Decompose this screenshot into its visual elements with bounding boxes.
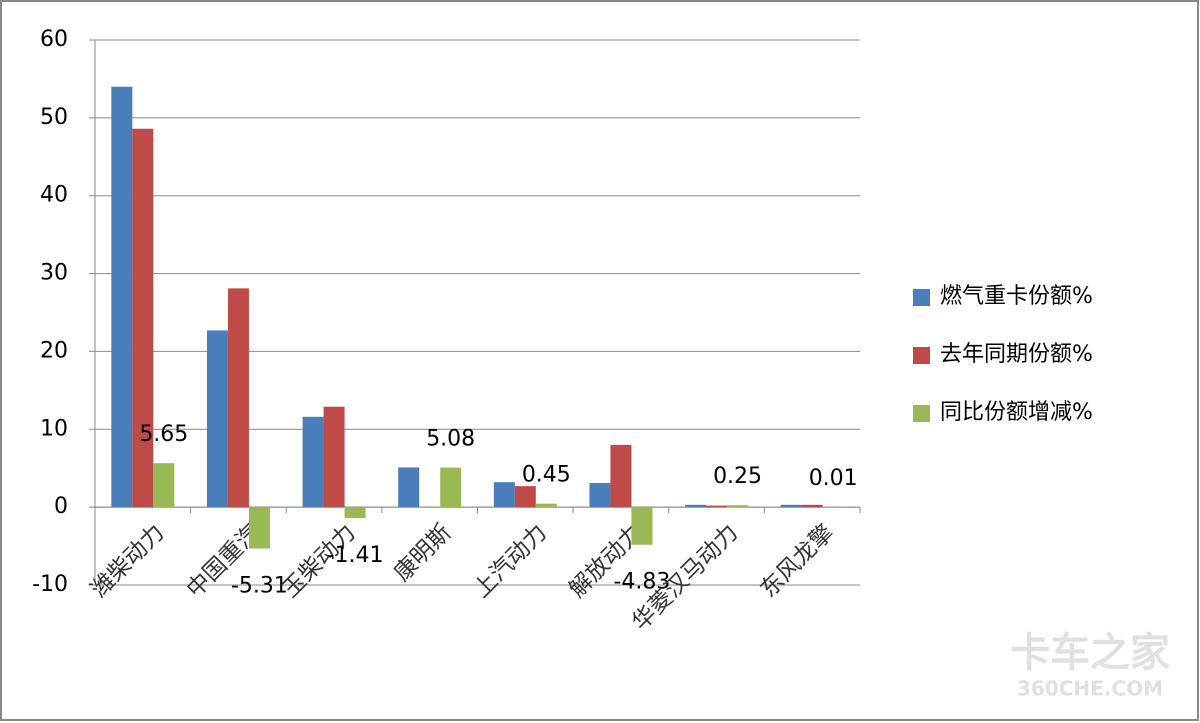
bar (132, 128, 154, 508)
data-label: -1.41 (327, 543, 384, 568)
watermark: 360CHE.COM (1017, 677, 1163, 701)
bar (801, 504, 823, 508)
bar (323, 406, 345, 508)
legend-label: 燃气重卡份额% (940, 284, 1093, 309)
bar (344, 507, 366, 519)
bar (514, 486, 536, 508)
data-label: -5.31 (231, 573, 288, 598)
bar (153, 463, 175, 508)
bar (206, 330, 228, 508)
legend-label: 同比份额增减% (940, 400, 1093, 425)
bar (398, 467, 420, 508)
bar (227, 288, 249, 508)
data-label: 0.25 (713, 464, 762, 489)
bar (631, 507, 653, 545)
bar (535, 503, 557, 508)
y-tick-label: -10 (32, 572, 68, 597)
legend-label: 去年同期份额% (940, 342, 1093, 367)
legend-swatch (913, 405, 930, 422)
bar (248, 507, 270, 549)
legend-swatch (913, 289, 930, 306)
y-tick-label: 20 (40, 338, 68, 363)
y-tick-label: 50 (40, 105, 68, 130)
bar (706, 505, 728, 508)
data-label: 0.45 (522, 463, 571, 488)
bar (685, 504, 707, 508)
legend-swatch (913, 347, 930, 364)
bar (440, 467, 462, 508)
bar (302, 416, 324, 508)
watermark: 卡车之家 (1010, 630, 1170, 676)
y-tick-label: 10 (40, 416, 68, 441)
bar (589, 483, 611, 508)
data-label: 5.08 (426, 427, 475, 452)
y-tick-label: 0 (54, 494, 68, 519)
y-tick-label: 60 (40, 27, 68, 52)
data-label: -4.83 (613, 570, 670, 595)
bar (493, 482, 515, 508)
bar (727, 505, 749, 508)
bar (111, 86, 133, 508)
y-tick-label: 40 (40, 183, 68, 208)
bar (610, 444, 632, 508)
data-label: 5.65 (139, 422, 188, 447)
y-tick-label: 30 (40, 261, 68, 286)
bar (780, 504, 802, 508)
data-label: 0.01 (809, 466, 858, 491)
